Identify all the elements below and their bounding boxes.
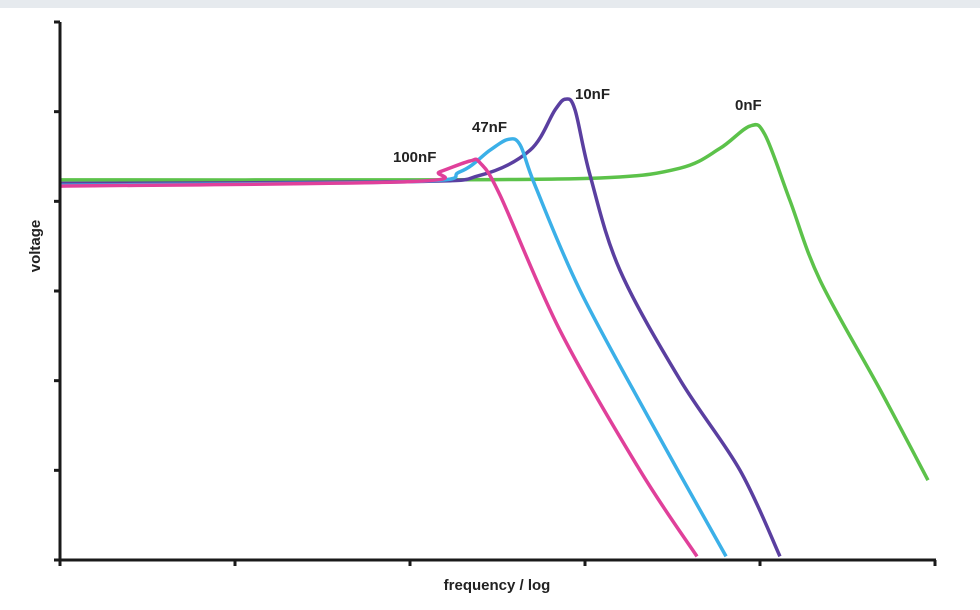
label-100nF: 100nF (393, 149, 436, 166)
series-line-10nF (59, 97, 782, 558)
ticks (54, 20, 937, 566)
top-strip (0, 0, 980, 8)
axes (58, 22, 936, 562)
y-axis-label: voltage (27, 220, 44, 273)
series-layer (59, 97, 930, 558)
label-0nF: 0nF (735, 97, 762, 114)
series-line-0nF (59, 122, 930, 482)
series-line-100nF (59, 157, 699, 558)
series-line-47nF (59, 137, 728, 558)
label-10nF: 10nF (575, 86, 610, 103)
x-axis-label: frequency / log (444, 577, 551, 594)
label-47nF: 47nF (472, 119, 507, 136)
